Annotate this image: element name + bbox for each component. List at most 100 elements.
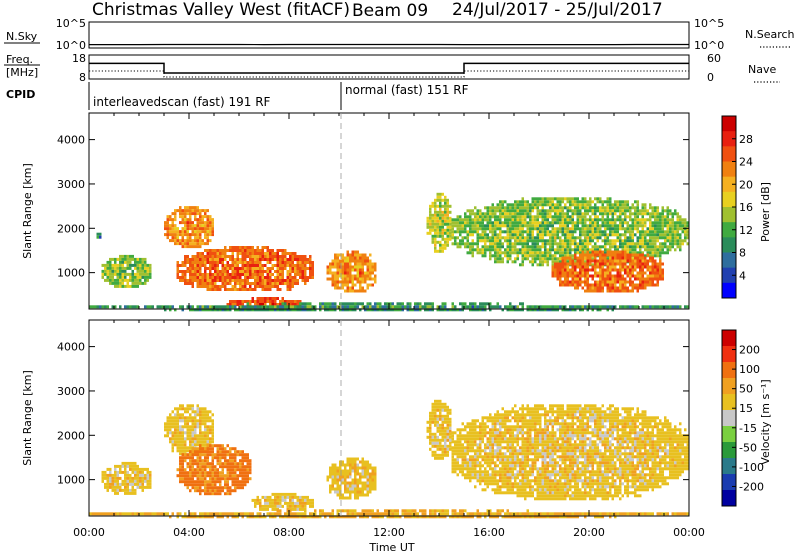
heatmap-cell <box>356 466 359 470</box>
heatmap-cell <box>291 300 294 303</box>
heatmap-cell <box>194 410 197 414</box>
heatmap-cell <box>204 422 207 426</box>
heatmap-cell <box>626 251 629 255</box>
heatmap-cell <box>194 413 197 417</box>
heatmap-cell <box>544 221 547 225</box>
heatmap-cell <box>511 242 514 246</box>
heatmap-cell <box>529 251 532 255</box>
heatmap-cell <box>364 262 367 266</box>
heatmap-cell <box>274 270 277 273</box>
heatmap-cell <box>194 434 197 438</box>
heatmap-cell <box>194 239 197 243</box>
heatmap-cell <box>641 224 644 228</box>
heatmap-cell <box>204 468 207 472</box>
heatmap-cell <box>206 416 209 420</box>
heatmap-cell <box>146 278 149 282</box>
heatmap-cell <box>249 465 252 469</box>
heatmap-cell <box>271 498 274 502</box>
heatmap-cell <box>521 305 524 309</box>
heatmap-cell <box>201 227 204 231</box>
heatmap-cell <box>269 495 272 499</box>
heatmap-cell <box>114 269 117 273</box>
heatmap-cell <box>259 504 262 508</box>
heatmap-cell <box>524 206 527 210</box>
heatmap-cell <box>566 206 569 210</box>
heatmap-cell <box>454 242 457 246</box>
heatmap-cell <box>566 277 569 281</box>
heatmap-cell <box>544 230 547 234</box>
heatmap-cell <box>551 245 554 249</box>
heatmap-cell <box>519 227 522 231</box>
heatmap-cell <box>106 473 109 477</box>
heatmap-cell <box>639 239 642 243</box>
heatmap-cell <box>134 473 137 477</box>
heatmap-cell <box>299 302 302 306</box>
heatmap-cell <box>619 271 622 275</box>
heatmap-cell <box>469 242 472 246</box>
heatmap-cell <box>211 285 214 288</box>
heatmap-cell <box>489 209 492 213</box>
heatmap-cell <box>211 422 214 426</box>
heatmap-cell <box>584 221 587 225</box>
heatmap-cell <box>599 277 602 281</box>
heatmap-cell <box>649 251 652 255</box>
heatmap-cell <box>109 269 112 273</box>
heatmap-cell <box>129 260 132 264</box>
heatmap-cell <box>606 271 609 275</box>
heatmap-cell <box>611 274 614 278</box>
heatmap-cell <box>626 280 629 284</box>
heatmap-cell <box>239 486 242 490</box>
heatmap-cell <box>186 453 189 457</box>
heatmap-cell <box>669 212 672 216</box>
heatmap-cell <box>264 252 267 255</box>
heatmap-cell <box>621 305 624 309</box>
heatmap-cell <box>446 308 449 312</box>
heatmap-cell <box>436 249 439 253</box>
heatmap-cell <box>166 230 169 234</box>
heatmap-cell <box>289 305 292 309</box>
heatmap-cell <box>441 225 444 229</box>
heatmap-cell <box>251 258 254 261</box>
heatmap-cell <box>566 233 569 237</box>
heatmap-cell <box>659 212 662 216</box>
heatmap-cell <box>256 255 259 258</box>
nsky-tick-top: 10^5 <box>56 17 86 30</box>
heatmap-cell <box>501 212 504 216</box>
heatmap-cell <box>601 221 604 225</box>
heatmap-cell <box>629 218 632 222</box>
heatmap-cell <box>526 257 529 261</box>
heatmap-cell <box>434 204 437 208</box>
heatmap-cell <box>141 467 144 471</box>
heatmap-cell <box>144 479 147 483</box>
heatmap-cell <box>604 248 607 252</box>
heatmap-cell <box>204 419 207 423</box>
heatmap-cell <box>231 456 234 460</box>
heatmap-cell <box>559 251 562 255</box>
heatmap-cell <box>471 305 474 309</box>
heatmap-cell <box>166 428 169 432</box>
heatmap-cell <box>294 300 297 303</box>
heatmap-cell <box>344 481 347 485</box>
heatmap-cell <box>251 273 254 276</box>
nsearch-tick-bottom: 10^0 <box>694 39 724 52</box>
heatmap-cell <box>624 286 627 290</box>
heatmap-cell <box>564 265 567 269</box>
heatmap-cell <box>531 203 534 207</box>
heatmap-cell <box>341 493 344 497</box>
heatmap-cell <box>614 209 617 213</box>
heatmap-cell <box>581 230 584 234</box>
heatmap-cell <box>519 206 522 210</box>
heatmap-cell <box>371 277 374 281</box>
heatmap-cell <box>539 200 542 204</box>
heatmap-cell <box>559 242 562 246</box>
heatmap-cell <box>206 462 209 466</box>
heatmap-cell <box>236 468 239 472</box>
heatmap-cell <box>549 251 552 255</box>
heatmap-cell <box>269 261 272 264</box>
heatmap-cell <box>596 245 599 249</box>
heatmap-cell <box>136 467 139 471</box>
heatmap-cell <box>616 245 619 249</box>
heatmap-cell <box>666 212 669 216</box>
heatmap-cell <box>211 437 214 441</box>
heatmap-cell <box>119 488 122 492</box>
